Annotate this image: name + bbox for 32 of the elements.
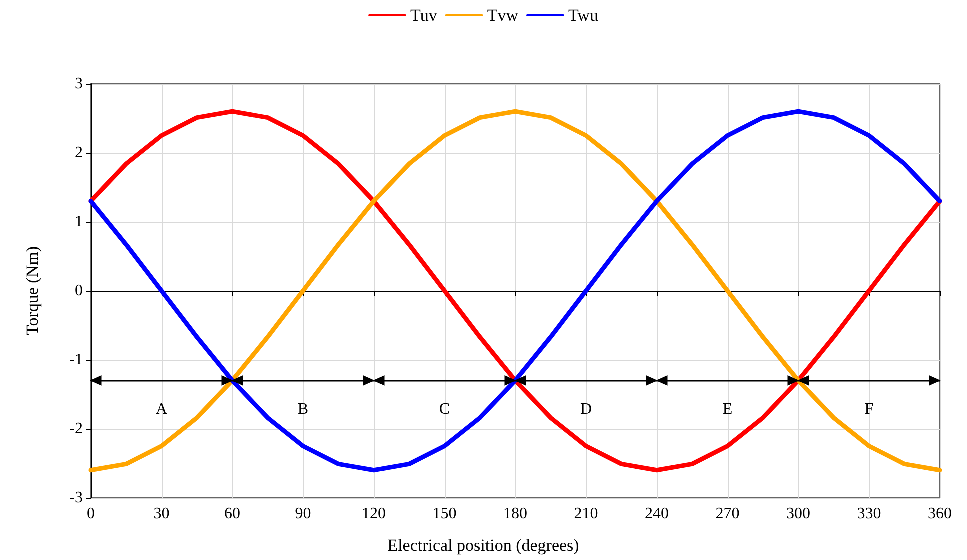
x-tick-label: 240: [645, 506, 669, 522]
y-tick-label: 2: [75, 144, 83, 162]
legend-label: Twu: [568, 6, 599, 25]
annotation: F: [864, 400, 874, 419]
x-tick-label: 300: [786, 506, 810, 522]
x-axis-title: Electrical position (degrees): [388, 536, 580, 555]
y-tick-label: 1: [75, 214, 83, 230]
y-tick-label: -1: [70, 352, 83, 368]
y-tick-label: 0: [75, 282, 83, 300]
x-tick-label: 360: [928, 506, 952, 522]
x-tick-label: 30: [154, 506, 170, 522]
y-tick-label: -2: [70, 420, 83, 438]
annotation: E: [722, 400, 733, 419]
line-series: [88, 109, 942, 473]
x-tick-label: 270: [716, 506, 740, 522]
x-tick-label: 180: [504, 506, 528, 522]
x-tick-label: 60: [224, 506, 240, 522]
y-axis-title: Torque (Nm): [23, 246, 42, 336]
annotation: D: [580, 400, 592, 419]
x-tick-label: 330: [857, 506, 882, 522]
legend-label: Tuv: [410, 6, 438, 25]
x-tick-label: 150: [432, 506, 457, 522]
y-tick-label: -3: [70, 490, 83, 506]
legend-label: Tvw: [487, 6, 520, 25]
x-tick-label: 120: [362, 506, 386, 522]
y-tick-label: 3: [75, 76, 83, 92]
annotation: A: [156, 400, 168, 419]
x-tick-label: 90: [295, 506, 312, 522]
annotation: C: [439, 400, 450, 419]
annotation: B: [298, 400, 309, 419]
x-tick-label: 0: [87, 506, 95, 522]
x-tick-label: 210: [574, 506, 598, 522]
